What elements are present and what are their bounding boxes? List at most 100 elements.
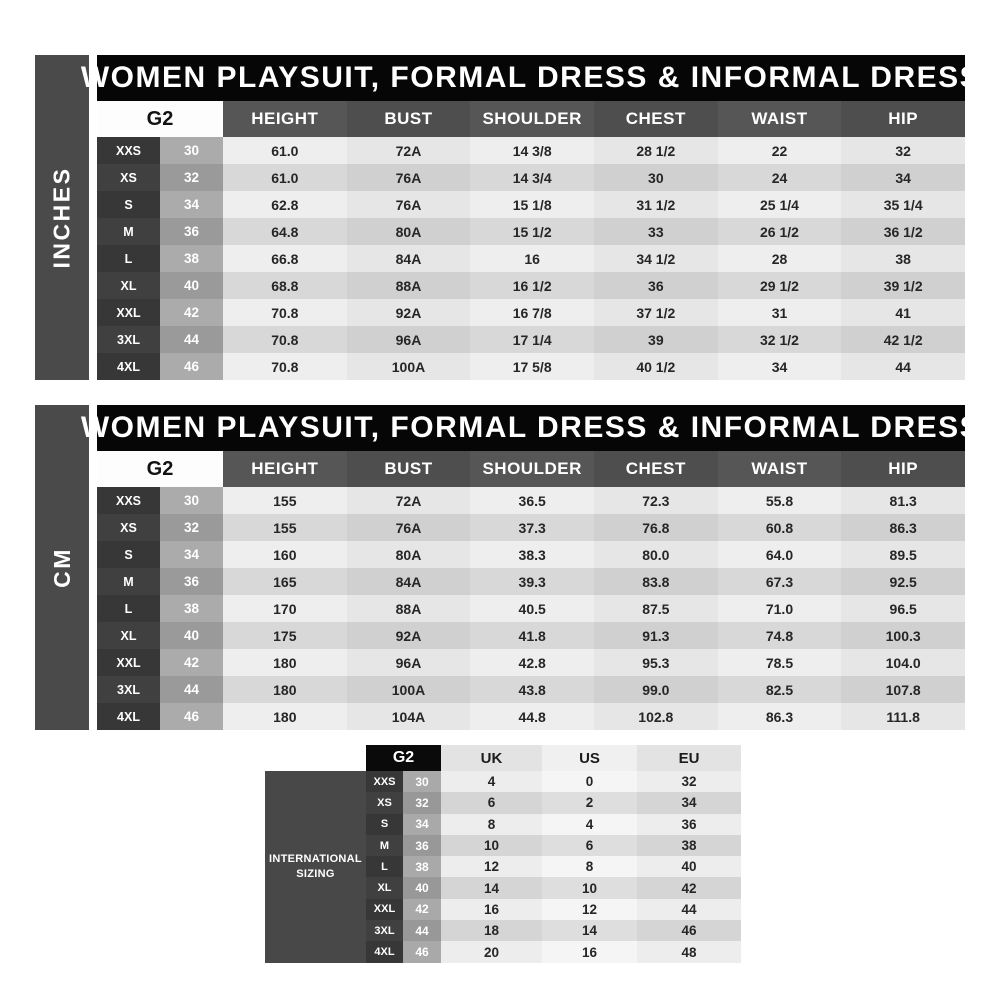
measurement-value: 95.3 bbox=[593, 649, 718, 676]
g2-size-value: 38 bbox=[160, 595, 223, 622]
measurement-value: 16 1/2 bbox=[470, 272, 594, 299]
measurement-value: 18 bbox=[441, 920, 542, 942]
g2-size-value: 38 bbox=[403, 856, 441, 878]
measurement-value: 81.3 bbox=[841, 487, 965, 514]
measurement-value: 25 1/4 bbox=[717, 191, 842, 218]
measurement-value: 34 bbox=[637, 792, 741, 814]
measurement-value: 15 1/2 bbox=[470, 218, 594, 245]
column-header-height: HEIGHT bbox=[223, 451, 347, 487]
measurement-value: 92.5 bbox=[841, 568, 965, 595]
measurement-value: 175 bbox=[223, 622, 347, 649]
column-header-hip: HIP bbox=[841, 451, 965, 487]
measurement-value: 104.0 bbox=[841, 649, 965, 676]
measurement-value: 78.5 bbox=[717, 649, 842, 676]
measurement-value: 72A bbox=[346, 487, 471, 514]
measurement-value: 42.8 bbox=[470, 649, 594, 676]
header-row-inches: G2 HEIGHT BUST SHOULDER CHEST WAIST HIP bbox=[97, 101, 965, 137]
measurement-value: 64.0 bbox=[717, 541, 842, 568]
measurement-value: 44 bbox=[637, 898, 741, 921]
measurement-value: 62.8 bbox=[223, 191, 347, 218]
measurement-value: 37 1/2 bbox=[593, 299, 718, 326]
measurement-value: 76A bbox=[346, 514, 471, 541]
table-row: XL 40 175 92A 41.8 91.3 74.8 100.3 bbox=[97, 622, 965, 649]
size-label: XXS bbox=[366, 771, 403, 793]
measurement-value: 38 bbox=[637, 834, 741, 857]
measurement-value: 104A bbox=[346, 703, 471, 730]
g2-size-value: 34 bbox=[403, 813, 441, 835]
g2-size-value: 36 bbox=[160, 568, 223, 595]
measurement-value: 70.8 bbox=[223, 353, 347, 380]
measurement-value: 155 bbox=[223, 487, 347, 514]
unit-label-cm: CM bbox=[48, 547, 75, 588]
measurement-value: 160 bbox=[223, 541, 347, 568]
measurement-value: 32 bbox=[637, 771, 741, 793]
table-row: 4XL 46 70.8 100A 17 5/8 40 1/2 34 44 bbox=[97, 353, 965, 380]
size-label: M bbox=[97, 568, 160, 595]
g2-size-value: 44 bbox=[160, 676, 223, 703]
size-label: 4XL bbox=[97, 703, 160, 730]
size-system-header: G2 bbox=[97, 451, 223, 487]
column-header-bust: BUST bbox=[346, 101, 471, 137]
measurement-value: 92A bbox=[346, 299, 471, 326]
g2-size-value: 36 bbox=[160, 218, 223, 245]
size-label: XS bbox=[97, 164, 160, 191]
measurement-value: 44 bbox=[841, 353, 965, 380]
size-label: XL bbox=[366, 877, 403, 899]
international-label-line1: INTERNATIONAL bbox=[269, 852, 362, 865]
table-row: XXL 42 16 12 44 bbox=[366, 898, 741, 921]
measurement-value: 40.5 bbox=[470, 595, 594, 622]
measurement-value: 4 bbox=[542, 813, 637, 835]
inches-table-body-wrap: WOMEN PLAYSUIT, FORMAL DRESS & INFORMAL … bbox=[81, 55, 980, 380]
measurement-value: 88A bbox=[346, 595, 471, 622]
measurement-value: 89.5 bbox=[841, 541, 965, 568]
table-row: XL 40 68.8 88A 16 1/2 36 29 1/2 39 1/2 bbox=[97, 272, 965, 299]
measurement-value: 32 1/2 bbox=[717, 326, 842, 353]
measurement-value: 61.0 bbox=[223, 164, 347, 191]
column-header-uk: UK bbox=[441, 745, 542, 771]
measurement-value: 82.5 bbox=[717, 676, 842, 703]
size-label: XL bbox=[97, 622, 160, 649]
measurement-value: 88A bbox=[346, 272, 471, 299]
size-label: XXS bbox=[97, 487, 160, 514]
measurement-value: 46 bbox=[637, 920, 741, 942]
measurement-value: 16 bbox=[542, 941, 637, 963]
column-header-waist: WAIST bbox=[717, 451, 842, 487]
measurement-value: 12 bbox=[441, 856, 542, 878]
measurement-value: 99.0 bbox=[593, 676, 718, 703]
measurement-value: 100.3 bbox=[841, 622, 965, 649]
measurement-value: 71.0 bbox=[717, 595, 842, 622]
table-row: L 38 12 8 40 bbox=[366, 856, 741, 878]
table-row: XL 40 14 10 42 bbox=[366, 877, 741, 899]
size-label: S bbox=[97, 541, 160, 568]
measurement-value: 80A bbox=[346, 541, 471, 568]
table-row: XS 32 61.0 76A 14 3/4 30 24 34 bbox=[97, 164, 965, 191]
measurement-value: 44.8 bbox=[470, 703, 594, 730]
measurement-value: 155 bbox=[223, 514, 347, 541]
column-header-hip: HIP bbox=[841, 101, 965, 137]
column-header-eu: EU bbox=[637, 745, 741, 771]
size-label: XXL bbox=[366, 898, 403, 921]
measurement-value: 41.8 bbox=[470, 622, 594, 649]
size-label: XXL bbox=[97, 649, 160, 676]
measurement-value: 100A bbox=[346, 676, 471, 703]
measurement-value: 72A bbox=[346, 137, 471, 164]
measurement-value: 14 3/8 bbox=[470, 137, 594, 164]
measurement-value: 31 bbox=[717, 299, 842, 326]
g2-size-value: 42 bbox=[160, 649, 223, 676]
table-row: M 36 64.8 80A 15 1/2 33 26 1/2 36 1/2 bbox=[97, 218, 965, 245]
size-label: M bbox=[366, 834, 403, 857]
size-label: 3XL bbox=[366, 920, 403, 942]
table-row: M 36 165 84A 39.3 83.8 67.3 92.5 bbox=[97, 568, 965, 595]
measurement-value: 42 1/2 bbox=[841, 326, 965, 353]
measurement-value: 107.8 bbox=[841, 676, 965, 703]
g2-size-value: 34 bbox=[160, 191, 223, 218]
size-label: M bbox=[97, 218, 160, 245]
g2-size-value: 30 bbox=[160, 487, 223, 514]
g2-size-value: 44 bbox=[403, 920, 441, 942]
international-table-body-wrap: INTERNATIONAL SIZING XXS 30 4 0 32 XS 32 6 2 34 S 3… bbox=[265, 771, 741, 963]
measurement-value: 40 bbox=[637, 856, 741, 878]
measurement-value: 55.8 bbox=[717, 487, 842, 514]
measurement-value: 86.3 bbox=[717, 703, 842, 730]
measurement-value: 8 bbox=[441, 813, 542, 835]
size-label: S bbox=[97, 191, 160, 218]
